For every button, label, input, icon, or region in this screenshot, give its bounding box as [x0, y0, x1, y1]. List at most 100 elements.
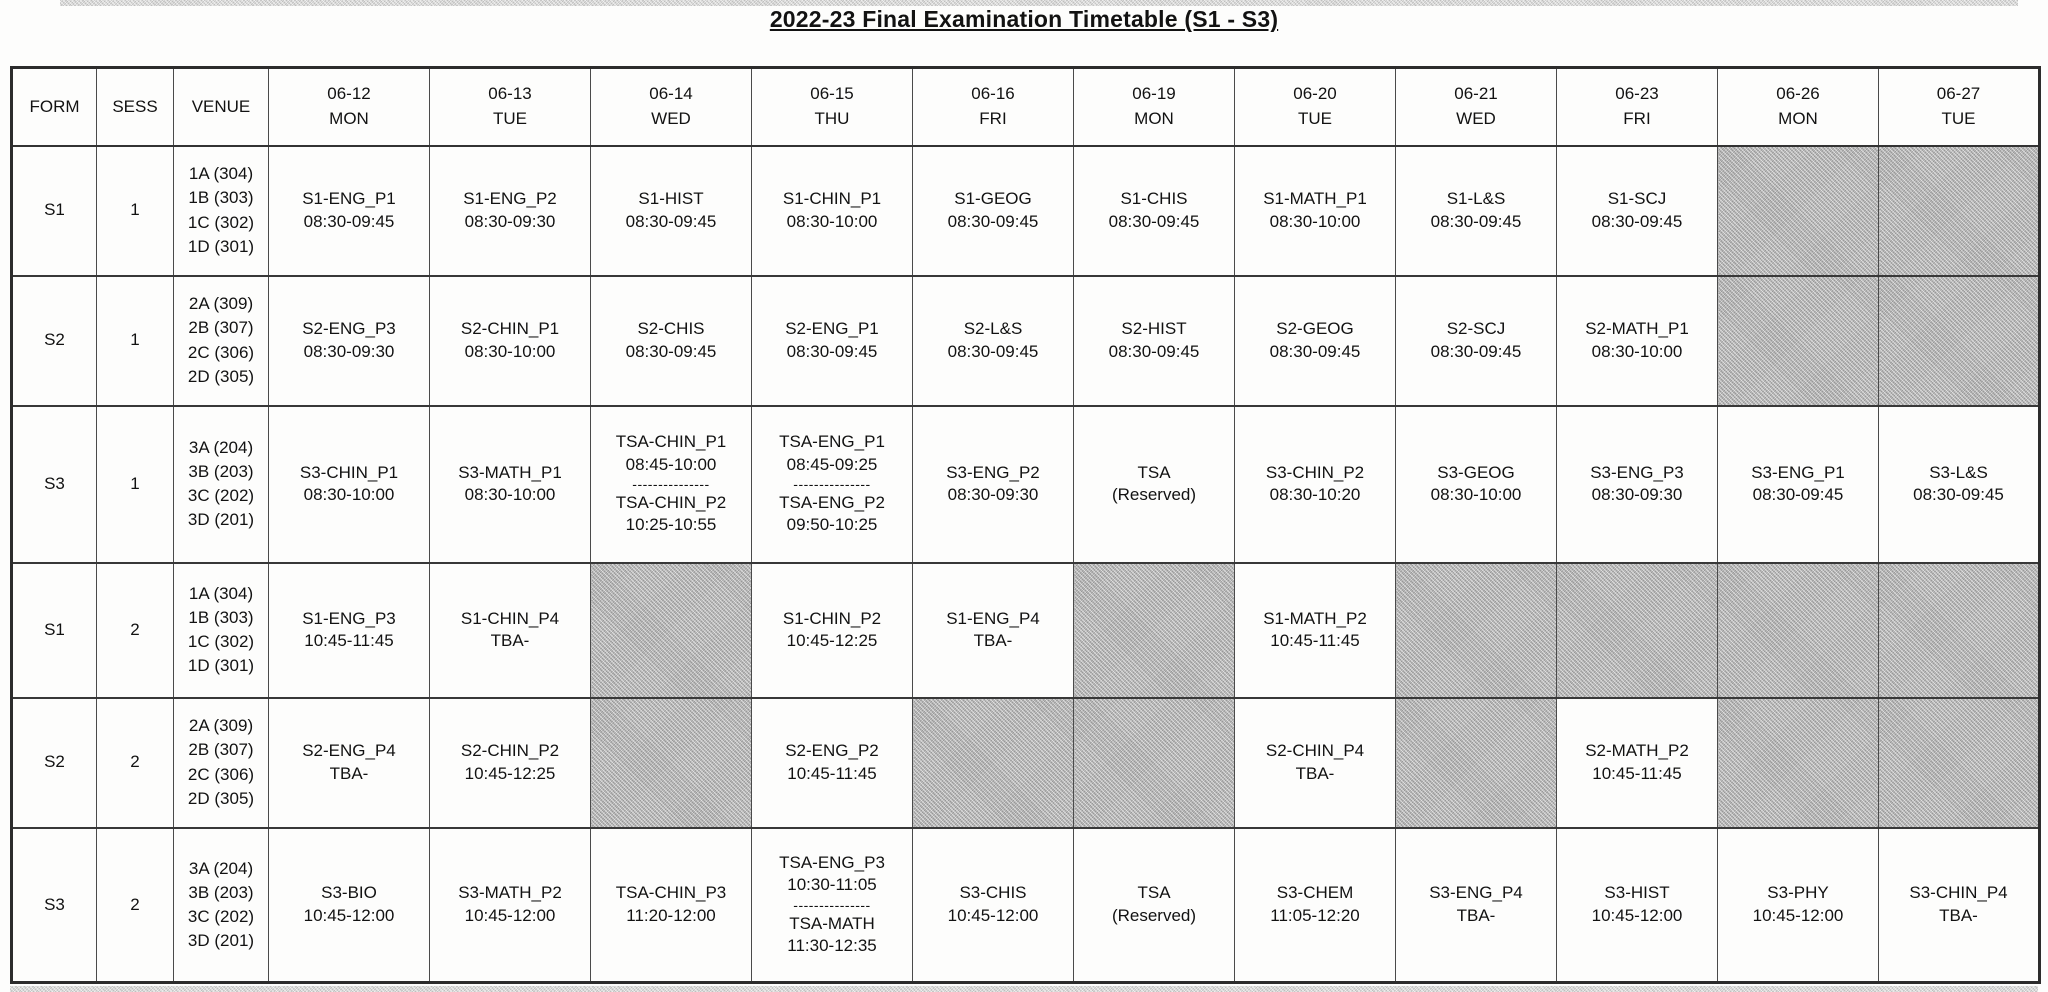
- exam-line: S1-ENG_P4: [946, 608, 1040, 628]
- exam-line: S3-ENG_P2: [946, 462, 1040, 482]
- exam-line: 11:05-12:20: [1270, 905, 1360, 925]
- exam-line: 08:45-09:25: [786, 454, 878, 474]
- exam-line: 08:30-10:20: [1269, 485, 1361, 504]
- shaded-cell: [912, 697, 1074, 828]
- exam-line: S3-CHIN_P4: [1909, 883, 2008, 903]
- header-day: FRI: [1623, 109, 1651, 129]
- exam-line: S3-L&S: [1929, 462, 1988, 482]
- exam-cell: S1-ENG_P3 10:45-11:45: [268, 562, 430, 698]
- exam-cell: S2-ENG_P3 08:30-09:30: [268, 275, 430, 406]
- exam-line: S2-ENG_P2: [785, 741, 879, 761]
- column-header-date: 06-16 FRI: [912, 67, 1074, 147]
- header-date: 06-12: [327, 83, 371, 103]
- header-date: 06-16: [971, 83, 1015, 103]
- exam-line: S1-MATH_P1: [1263, 189, 1367, 209]
- column-header-date: 06-26 MON: [1717, 67, 1879, 147]
- exam-line: S3-MATH_P1: [458, 462, 562, 482]
- venue-line: 3C (202): [187, 906, 255, 926]
- exam-line: 08:30-09:30: [947, 485, 1039, 504]
- shaded-cell: [1717, 562, 1879, 698]
- exam-line: TSA-ENG_P2: [779, 493, 885, 513]
- exam-line: 10:45-11:45: [1592, 763, 1682, 783]
- exam-line: 10:25-10:55: [625, 515, 717, 535]
- exam-cell: S1-CHIN_P2 10:45-12:25: [751, 562, 913, 698]
- exam-line: 08:30-09:45: [1108, 211, 1200, 231]
- exam-line: 08:30-10:00: [1430, 485, 1522, 504]
- venue-line: 3B (203): [188, 882, 254, 902]
- exam-line: 10:30-11:05: [787, 875, 877, 895]
- header-date: 06-15: [810, 83, 854, 103]
- exam-line: 10:45-12:00: [1591, 905, 1683, 925]
- exam-line: S3-ENG_P1: [1751, 462, 1845, 482]
- exam-line: 08:30-09:45: [1752, 485, 1844, 504]
- exam-cell: S2-CHIS 08:30-09:45: [590, 275, 752, 406]
- venue-line: 1B (303): [188, 607, 254, 627]
- timetable-row: S2 1 2A (309) 2B (307) 2C (306) 2D (305) S2-EN…: [11, 275, 2040, 406]
- exam-line: 08:30-09:45: [303, 211, 395, 231]
- exam-line: S3-ENG_P4: [1429, 883, 1523, 903]
- exam-line: S1-SCJ: [1607, 189, 1667, 209]
- exam-cell: S3-HIST 10:45-12:00: [1556, 827, 1718, 983]
- exam-cell: S1-ENG_P1 08:30-09:45: [268, 145, 430, 276]
- exam-cell: S3-PHY 10:45-12:00: [1717, 827, 1879, 983]
- form-cell: S3: [11, 827, 97, 983]
- exam-line: S3-CHIN_P2: [1265, 462, 1365, 482]
- exam-line: TSA-CHIN_P3: [615, 883, 727, 903]
- venue-line: 2D (305): [187, 366, 255, 386]
- exam-cell: TSA (Reserved): [1073, 827, 1235, 983]
- exam-cell: S1-CHIN_P1 08:30-10:00: [751, 145, 913, 276]
- header-day: TUE: [493, 109, 527, 129]
- exam-line: (Reserved): [1111, 905, 1197, 925]
- exam-line: S2-L&S: [963, 319, 1023, 339]
- venue-line: 2A (309): [188, 716, 254, 736]
- exam-line: 08:30-10:00: [1591, 341, 1683, 361]
- exam-line: S2-GEOG: [1276, 319, 1354, 339]
- sess-cell: 2: [96, 697, 174, 828]
- exam-line: S1-MATH_P2: [1263, 608, 1367, 628]
- exam-line: TSA: [1137, 462, 1171, 482]
- column-header-date: 06-21 WED: [1395, 67, 1557, 147]
- column-header-date: 06-23 FRI: [1556, 67, 1718, 147]
- exam-cell: S2-HIST 08:30-09:45: [1073, 275, 1235, 406]
- exam-line: S3-CHIN_P1: [299, 462, 399, 482]
- exam-cell: S2-CHIN_P4 TBA-: [1234, 697, 1396, 828]
- column-header-date: 06-14 WED: [590, 67, 752, 147]
- venue-line: 3D (201): [187, 930, 255, 950]
- form-cell: S2: [11, 275, 97, 406]
- shaded-cell: [1878, 562, 2040, 698]
- shaded-cell: [1395, 562, 1557, 698]
- split-divider: ---------------: [632, 475, 710, 492]
- shaded-cell: [590, 697, 752, 828]
- sess-cell: 2: [96, 562, 174, 698]
- exam-cell: S3-CHEM 11:05-12:20: [1234, 827, 1396, 983]
- exam-line: S3-PHY: [1767, 883, 1829, 903]
- header-date: 06-14: [649, 83, 693, 103]
- exam-cell: S3-CHIN_P4 TBA-: [1878, 827, 2040, 983]
- exam-line: S3-GEOG: [1437, 462, 1515, 482]
- exam-line: S1-HIST: [638, 189, 704, 209]
- column-header-date: 06-12 MON: [268, 67, 430, 147]
- venue-line: 1C (302): [187, 632, 255, 651]
- exam-line: TBA-: [973, 631, 1013, 650]
- exam-line: 08:30-09:45: [1913, 485, 2004, 504]
- exam-line: S2-CHIN_P1: [460, 319, 560, 339]
- exam-line: S1-ENG_P2: [463, 189, 557, 209]
- sess-cell: 1: [96, 275, 174, 406]
- exam-line: 10:45-12:25: [464, 763, 556, 783]
- venue-line: 3C (202): [187, 486, 255, 505]
- exam-cell: S3-CHIS 10:45-12:00: [912, 827, 1074, 983]
- exam-cell: S1-CHIS 08:30-09:45: [1073, 145, 1235, 276]
- exam-line: 10:45-12:00: [303, 905, 395, 925]
- exam-line: S2-ENG_P4: [302, 741, 396, 761]
- exam-cell: S1-ENG_P4 TBA-: [912, 562, 1074, 698]
- venue-line: 3D (201): [187, 510, 255, 530]
- exam-line: TSA: [1137, 883, 1171, 903]
- scan-artifact-bottom: [10, 986, 2038, 992]
- exam-cell: S2-GEOG 08:30-09:45: [1234, 275, 1396, 406]
- exam-line: 08:30-09:45: [1430, 341, 1522, 361]
- exam-cell: TSA (Reserved): [1073, 405, 1235, 563]
- venue-line: 1D (301): [187, 656, 255, 676]
- exam-line: 08:30-09:45: [625, 211, 717, 231]
- exam-cell: S2-SCJ 08:30-09:45: [1395, 275, 1557, 406]
- exam-line: S1-CHIS: [1120, 189, 1188, 209]
